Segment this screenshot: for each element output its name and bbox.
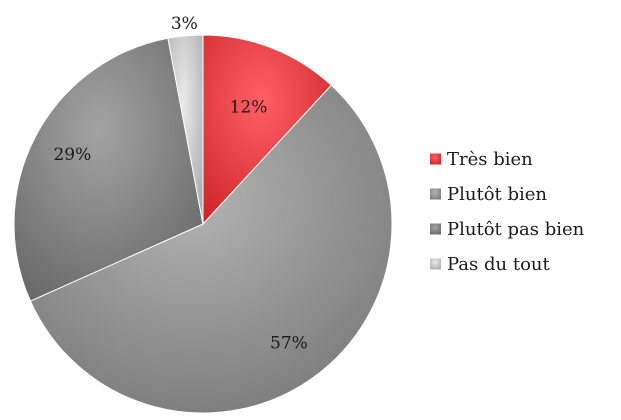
pie-slice-pas-du-tout xyxy=(167,34,204,225)
pie-slice-plut-t-bien xyxy=(29,84,393,414)
legend-label: Plutôt pas bien xyxy=(447,219,585,240)
legend: Très bien Plutôt bien Plutôt pas bien Pas d… xyxy=(430,149,585,275)
legend-swatch xyxy=(430,258,441,270)
data-label: 3% xyxy=(171,14,198,34)
data-label: 29% xyxy=(53,145,91,165)
pie-slice-plut-t-pas-bien xyxy=(13,37,204,302)
legend-label: Plutôt bien xyxy=(447,184,547,205)
legend-swatch xyxy=(430,223,441,235)
legend-label: Très bien xyxy=(447,149,533,170)
data-label: 12% xyxy=(230,97,268,117)
data-label: 57% xyxy=(270,333,308,353)
legend-label: Pas du tout xyxy=(447,254,550,275)
legend-swatch xyxy=(430,188,441,200)
data-labels: 12% 57% 29% 3% xyxy=(53,14,307,353)
pie-slice-tr-s-bien xyxy=(202,34,333,226)
legend-swatch xyxy=(430,153,441,165)
slices-layer xyxy=(13,34,393,414)
